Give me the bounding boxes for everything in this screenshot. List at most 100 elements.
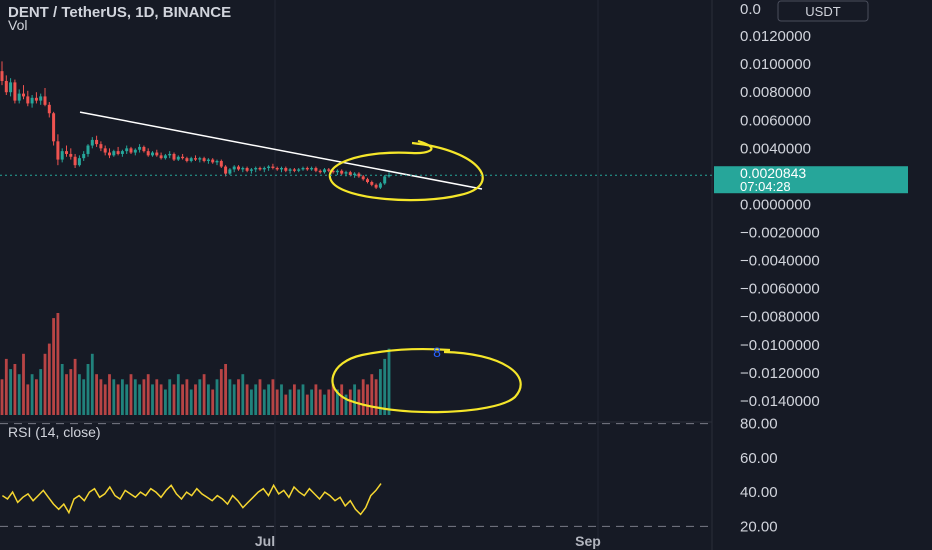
volume-bar — [293, 384, 296, 415]
volume-bar — [47, 343, 51, 415]
price-tick-label: −0.0040000 — [740, 253, 820, 270]
price-axis: 0.01200000.01000000.00800000.00600000.00… — [740, 1, 820, 410]
candle-body — [353, 173, 357, 176]
volume-bar — [331, 384, 335, 415]
candle-body — [314, 167, 318, 171]
candle-body — [254, 167, 258, 170]
volume-bar — [13, 364, 17, 415]
volume-bar — [297, 389, 301, 415]
volume-bar — [336, 389, 339, 415]
volume-bar — [82, 379, 86, 415]
annotations[interactable]: 8 — [328, 139, 522, 414]
candle-body — [116, 151, 120, 154]
volume-bar — [284, 394, 288, 415]
candle-body — [34, 97, 38, 101]
candle-body — [262, 167, 266, 170]
candle-body — [146, 151, 150, 156]
candle-body — [142, 146, 146, 152]
price-tick-label: −0.0060000 — [740, 281, 820, 298]
candle-body — [112, 151, 116, 156]
volume-bar — [121, 379, 124, 415]
volume-bar — [125, 384, 129, 415]
volume-bar — [379, 369, 382, 415]
volume-bar — [39, 369, 43, 415]
candle-body — [331, 170, 335, 173]
volume-bar — [9, 369, 12, 415]
candle-body — [86, 145, 90, 154]
candle-body — [267, 166, 271, 168]
time-tick-label: Jul — [255, 533, 275, 549]
volume-bar — [232, 384, 236, 415]
candle-body — [357, 173, 361, 177]
candle-body — [120, 151, 124, 154]
currency-button[interactable]: USDT — [777, 0, 869, 22]
volume-bar — [129, 374, 133, 415]
price-tick-label: −0.0080000 — [740, 309, 820, 326]
volume-bar — [108, 374, 111, 415]
volume-bar — [43, 353, 47, 415]
candle-body — [133, 149, 137, 153]
volume-bar — [250, 389, 253, 415]
volume-bar — [30, 374, 34, 415]
candle-body — [249, 169, 253, 171]
candle-body — [340, 170, 344, 174]
candle-body — [26, 96, 30, 104]
candle-body — [232, 166, 236, 170]
volume-bar — [17, 374, 21, 415]
candle-body — [82, 153, 86, 159]
volume-bar — [262, 389, 266, 415]
candle-body — [301, 167, 305, 170]
candle-body — [129, 148, 133, 153]
candle-body — [383, 176, 387, 184]
volume-bar — [323, 394, 326, 415]
candle-body — [172, 153, 176, 160]
trendline-segment — [79, 111, 483, 190]
candle-body — [335, 170, 339, 173]
volume-bar — [198, 379, 202, 415]
candle-body — [138, 146, 142, 150]
candle-body — [60, 151, 64, 160]
volume-bar — [241, 374, 245, 415]
candle-body — [155, 152, 159, 156]
candle-body — [194, 158, 197, 160]
rsi-tick-label: 40.00 — [740, 484, 778, 501]
volume-bar — [103, 384, 107, 415]
chart-title: DENT / TetherUS, 1D, BINANCE — [8, 4, 231, 21]
rsi-polyline — [1, 483, 382, 516]
candlesticks — [0, 61, 391, 190]
candle-body — [22, 93, 25, 97]
volume-bar — [383, 358, 387, 415]
candle-body — [103, 148, 107, 153]
candle-body — [370, 182, 374, 185]
volume-bar — [353, 384, 356, 415]
candle-body — [69, 153, 73, 157]
volume-bar — [151, 384, 154, 415]
volume-bar — [387, 348, 391, 415]
volume-bar — [219, 369, 223, 415]
volume-bar — [340, 384, 344, 415]
candle-body — [275, 167, 279, 170]
price-tick-label: 0.0040000 — [740, 140, 811, 157]
volume-bar — [69, 369, 73, 415]
volume-bar — [224, 364, 227, 415]
candle-body — [73, 156, 77, 166]
grid-lines — [0, 0, 713, 550]
volume-bar — [86, 364, 90, 415]
last-price-countdown: 07:04:28 — [740, 179, 791, 194]
volume-bar — [185, 379, 189, 415]
volume-bar — [133, 379, 137, 415]
candle-body — [224, 166, 228, 174]
volume-bar — [159, 384, 163, 415]
price-tick-label: −0.0100000 — [740, 337, 820, 354]
candle-body — [189, 158, 193, 161]
candle-body — [348, 172, 352, 176]
volume-bar — [314, 384, 318, 415]
trendline[interactable] — [79, 111, 483, 190]
candle-body — [271, 166, 275, 168]
volume-bar — [361, 379, 365, 415]
volume-bar — [90, 353, 94, 415]
candle-body — [258, 167, 262, 170]
candle-body — [284, 167, 288, 171]
